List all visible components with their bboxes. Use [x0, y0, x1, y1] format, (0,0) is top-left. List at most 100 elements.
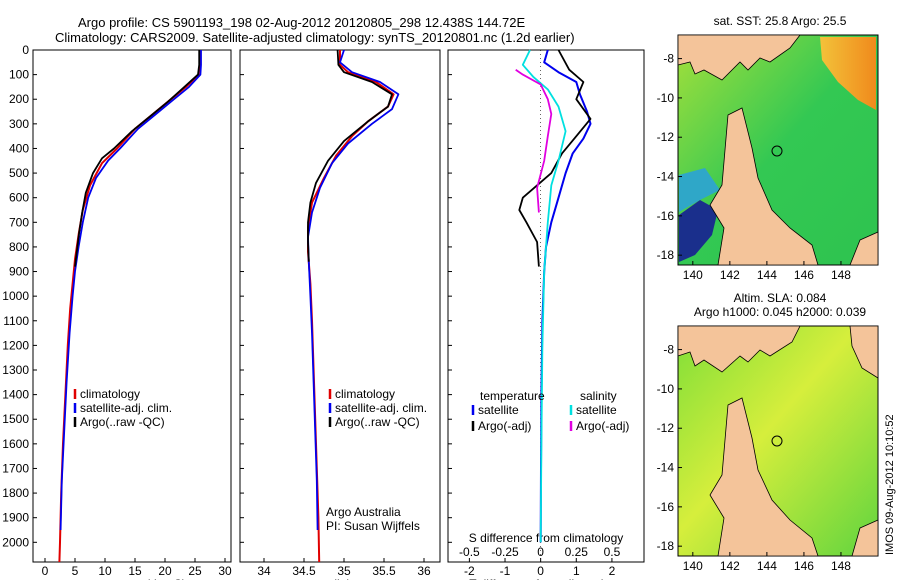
x-tick-label: 35 [337, 564, 351, 578]
y-tick-label: 1500 [2, 412, 29, 426]
footer-stamp: IMOS 09-Aug-2012 10:10:52 [884, 414, 896, 555]
y-tick-label: 600 [9, 191, 29, 205]
map-y-tick-label: -10 [657, 382, 675, 396]
y-tick-label: 1000 [2, 289, 29, 303]
x-tick-label: -1 [500, 564, 511, 578]
y-tick-label: 1700 [2, 461, 29, 475]
top-x-tick-label: 0 [537, 545, 544, 559]
y-tick-label: 700 [9, 215, 29, 229]
series-line-2 [59, 50, 202, 531]
x-tick-label: 30 [218, 564, 232, 578]
map-y-tick-label: -16 [657, 500, 675, 514]
map-x-tick-label: 142 [720, 559, 740, 573]
map-x-tick-label: 144 [757, 559, 777, 573]
top-x-tick-label: 0.5 [604, 545, 621, 559]
sla-map-argo-marker [771, 435, 783, 447]
y-tick-label: 1100 [3, 314, 29, 328]
x-tick-label: 20 [158, 564, 172, 578]
y-tick-label: 100 [9, 68, 29, 82]
legend-label: satellite [576, 403, 617, 417]
sla-map-land-se [851, 519, 879, 557]
x-tick-label: 2 [609, 564, 616, 578]
series-line-4 [515, 68, 553, 213]
legend-label: satellite [478, 403, 519, 417]
legend-label: Argo(-adj) [478, 419, 531, 433]
legend-label: climatology [80, 387, 140, 401]
sla-map-title-line-1: Altim. SLA: 0.084 [734, 291, 827, 305]
map-y-tick-label: -12 [657, 130, 675, 144]
map-y-tick-label: -8 [663, 343, 674, 357]
x-tick-label: 0 [42, 564, 49, 578]
legend-title-salinity: salinity [580, 389, 617, 403]
map-x-tick-label: 148 [831, 559, 851, 573]
sst-map-land [677, 34, 801, 81]
panel-frame [32, 49, 232, 563]
x-tick-label: -2 [464, 564, 475, 578]
sla-map-ticks: 140 142 144 146 148 -8 -10 -12 -14 -16 -18 [657, 343, 852, 573]
y-tick-label: 800 [9, 240, 29, 254]
map-x-tick-label: 146 [794, 559, 814, 573]
y-tick-label: 1600 [2, 437, 29, 451]
sst-map-cool-patch [679, 200, 718, 262]
map-x-tick-label: 142 [720, 268, 740, 282]
legend-label: climatology [335, 387, 395, 401]
profile-panel-2: 3434.53535.536salinityclimatologysatelli… [239, 49, 441, 585]
series-line-3 [521, 49, 567, 543]
x-tick-label: 25 [188, 564, 202, 578]
top-x-tick-label: 0.25 [565, 545, 589, 559]
panel-frame [447, 49, 645, 563]
y-tick-label: 200 [9, 92, 29, 106]
header-line-2: Climatology: CARS2009. Satellite-adjuste… [55, 30, 575, 45]
top-x-tick-label: -0.5 [459, 545, 480, 559]
map-x-tick-label: 140 [683, 559, 703, 573]
series-line-2 [307, 49, 400, 531]
legend-label: Argo(..raw -QC) [335, 415, 420, 429]
y-tick-label: 0 [22, 43, 29, 57]
panel-frame [239, 49, 441, 563]
profile-panel-1: 0100200300400500600700800900100011001200… [2, 43, 232, 585]
sla-map-land-peninsula [709, 397, 819, 557]
sla-map-land-east [849, 325, 879, 379]
map-y-tick-label: -10 [657, 91, 675, 105]
sst-map-title: sat. SST: 25.8 Argo: 25.5 [714, 14, 847, 28]
map-x-tick-label: 146 [794, 268, 814, 282]
sst-map-land-peninsula [709, 107, 819, 266]
sst-map-cool-patch-2 [679, 168, 720, 212]
x-tick-label: 1 [573, 564, 580, 578]
y-tick-label: 1200 [2, 338, 29, 352]
map-y-tick-label: -18 [657, 539, 675, 553]
y-tick-label: 300 [9, 117, 29, 131]
profile-panel-3: -2-1012T difference from climatology-0.5… [447, 49, 645, 585]
y-tick-label: 500 [9, 166, 29, 180]
y-tick-label: 400 [9, 141, 29, 155]
series-line-3 [307, 49, 393, 262]
map-y-tick-label: -14 [657, 461, 675, 475]
x-tick-label: 0 [537, 564, 544, 578]
x-tick-label: 34 [257, 564, 271, 578]
map-x-tick-label: 144 [757, 268, 777, 282]
sst-map-land-east [849, 231, 879, 266]
legend-title-temperature: temperature [480, 389, 545, 403]
series-line-3 [74, 50, 201, 267]
map-y-tick-label: -14 [657, 170, 675, 184]
sla-map-land [677, 325, 801, 373]
sst-map-argo-marker [771, 145, 783, 157]
x-tick-label: 10 [98, 564, 112, 578]
series-line-2 [518, 49, 592, 267]
y-tick-label: 1900 [2, 511, 29, 525]
sla-map: Altim. SLA: 0.084 Argo h1000: 0.045 h200… [657, 291, 879, 573]
legend-label: satellite-adj. clim. [80, 401, 172, 415]
y-tick-label: 1300 [2, 363, 29, 377]
top-x-axis-label: S difference from climatology [469, 531, 624, 545]
map-y-tick-label: -18 [657, 248, 675, 262]
sst-map: sat. SST: 25.8 Argo: 25.5 140 142 144 146 14… [657, 14, 879, 282]
profile-panels: 0100200300400500600700800900100011001200… [2, 43, 645, 585]
map-x-tick-label: 148 [831, 268, 851, 282]
legend-label: satellite-adj. clim. [335, 401, 427, 415]
sst-map-ticks: 140 142 144 146 148 -8 -10 -12 -14 -16 -18 [657, 52, 852, 282]
map-y-tick-label: -16 [657, 209, 675, 223]
map-x-tick-label: 140 [683, 268, 703, 282]
x-tick-label: 34.5 [292, 564, 316, 578]
map-y-tick-label: -8 [663, 52, 674, 66]
